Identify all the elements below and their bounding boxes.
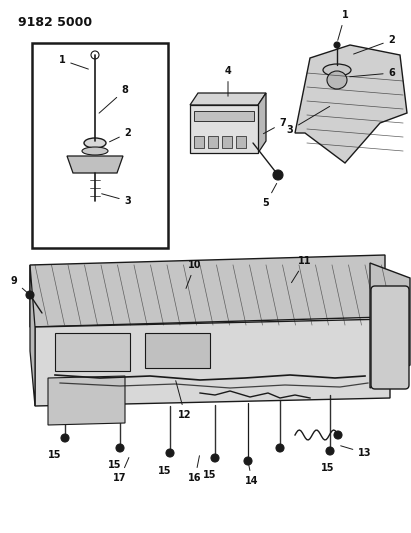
Text: 8: 8 [99, 85, 128, 113]
Bar [236, 136, 246, 148]
Circle shape [166, 449, 174, 457]
Text: 2: 2 [353, 35, 395, 54]
Text: 14: 14 [245, 464, 259, 486]
Ellipse shape [323, 64, 351, 76]
Circle shape [326, 447, 334, 455]
FancyBboxPatch shape [371, 286, 409, 389]
Polygon shape [370, 263, 410, 388]
Polygon shape [48, 376, 125, 425]
Text: 9: 9 [11, 276, 28, 293]
Bar [55, 333, 130, 371]
Polygon shape [295, 45, 407, 163]
Circle shape [61, 434, 69, 442]
Circle shape [334, 42, 340, 48]
Polygon shape [30, 265, 35, 406]
Text: 2: 2 [109, 128, 132, 142]
Bar [208, 136, 218, 148]
Bar [194, 111, 254, 121]
Text: 3: 3 [102, 193, 132, 206]
Text: 4: 4 [225, 66, 231, 96]
Polygon shape [67, 156, 123, 173]
Circle shape [273, 170, 283, 180]
Text: 15: 15 [48, 450, 62, 460]
Text: 15: 15 [108, 460, 122, 470]
Text: 15: 15 [321, 463, 335, 473]
Text: 6: 6 [350, 68, 395, 78]
Text: 11: 11 [291, 256, 312, 282]
Bar [190, 105, 258, 153]
Text: 15: 15 [158, 466, 172, 476]
Text: 15: 15 [203, 470, 217, 480]
Polygon shape [30, 255, 385, 327]
Text: 1: 1 [59, 55, 88, 69]
Bar [32, 43, 168, 248]
Text: 10: 10 [186, 260, 202, 288]
Bar [222, 136, 232, 148]
Text: 17: 17 [113, 457, 129, 483]
Circle shape [211, 454, 219, 462]
Circle shape [334, 431, 342, 439]
Bar [145, 333, 210, 368]
Circle shape [116, 444, 124, 452]
Text: 1: 1 [338, 10, 349, 41]
Text: 13: 13 [341, 446, 372, 458]
Text: 9182 5000: 9182 5000 [18, 17, 92, 29]
Circle shape [244, 457, 252, 465]
Bar [194, 136, 204, 148]
Polygon shape [258, 93, 266, 153]
Text: 5: 5 [263, 183, 277, 208]
Ellipse shape [84, 138, 106, 148]
Text: 7: 7 [263, 118, 286, 134]
Text: 12: 12 [176, 381, 192, 420]
Text: 16: 16 [188, 456, 202, 483]
Ellipse shape [327, 71, 347, 89]
Text: 3: 3 [286, 107, 330, 135]
Polygon shape [35, 319, 390, 406]
Ellipse shape [82, 147, 108, 155]
Polygon shape [190, 93, 266, 105]
Circle shape [26, 291, 34, 299]
Circle shape [276, 444, 284, 452]
